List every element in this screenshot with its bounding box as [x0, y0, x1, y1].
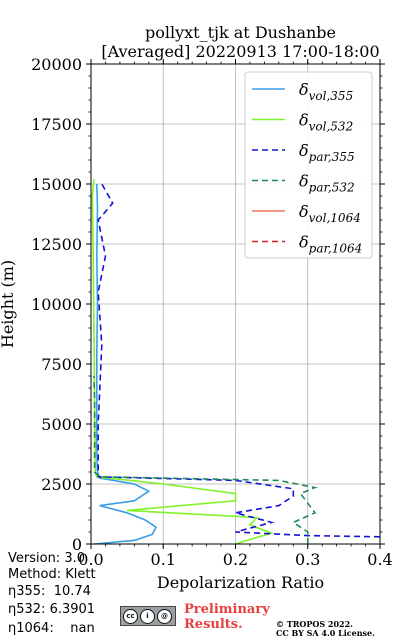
x-tick-label: 0.3: [295, 550, 320, 569]
eta355-text: η355: 10.74: [8, 584, 91, 599]
y-tick-label: 15000: [31, 175, 82, 194]
cc-icon: cc: [123, 608, 138, 624]
eta532-text: η532: 6.3901: [8, 602, 96, 617]
preliminary-notice: Preliminary Results.: [184, 602, 270, 632]
y-tick-label: 0: [72, 535, 82, 554]
series-line-0: [94, 183, 158, 545]
x-axis-label: Depolarization Ratio: [157, 573, 324, 592]
y-tick-label: 10000: [31, 295, 82, 314]
x-tick-label: 0.4: [367, 550, 392, 569]
preliminary-line1: Preliminary: [184, 602, 270, 617]
x-tick-label: 0.1: [151, 550, 176, 569]
copyright-line2: CC BY SA 4.0 License.: [276, 628, 375, 638]
series-line-3: [93, 375, 318, 544]
copyright-line1: © TROPOS 2022.: [276, 619, 353, 629]
chart-title: pollyxt_tjk at Dushanbe: [145, 23, 336, 42]
method-text: Method: Klett: [8, 567, 96, 582]
series-line-1: [91, 179, 275, 545]
legend-label-2: δpar,355: [299, 141, 355, 164]
legend-label-4: δvol,1064: [299, 202, 361, 225]
chart-subtitle: [Averaged] 20220913 17:00-18:00: [101, 42, 379, 61]
x-tick-label: 0.0: [78, 550, 103, 569]
y-tick-label: 20000: [31, 55, 82, 74]
y-tick-label: 12500: [31, 235, 82, 254]
x-tick-label: 0.2: [223, 550, 248, 569]
copyright-notice: © TROPOS 2022. CC BY SA 4.0 License.: [276, 620, 375, 638]
y-tick-label: 17500: [31, 115, 82, 134]
by-icon: i: [140, 608, 155, 624]
legend-label-1: δvol,532: [299, 111, 353, 134]
legend-label-0: δvol,355: [299, 80, 353, 103]
y-tick-label: 2500: [41, 475, 82, 494]
y-tick-label: 7500: [41, 355, 82, 374]
eta1064-text: η1064: nan: [8, 621, 95, 636]
cc-license-badge: cc i @: [120, 606, 176, 626]
version-text: Version: 3.0: [8, 551, 85, 566]
y-axis-label: Height (m): [0, 260, 17, 348]
legend-label-3: δpar,532: [299, 172, 355, 195]
preliminary-line2: Results.: [184, 617, 243, 632]
y-tick-label: 5000: [41, 415, 82, 434]
legend-label-5: δpar,1064: [299, 233, 362, 256]
sa-icon: @: [157, 608, 172, 624]
